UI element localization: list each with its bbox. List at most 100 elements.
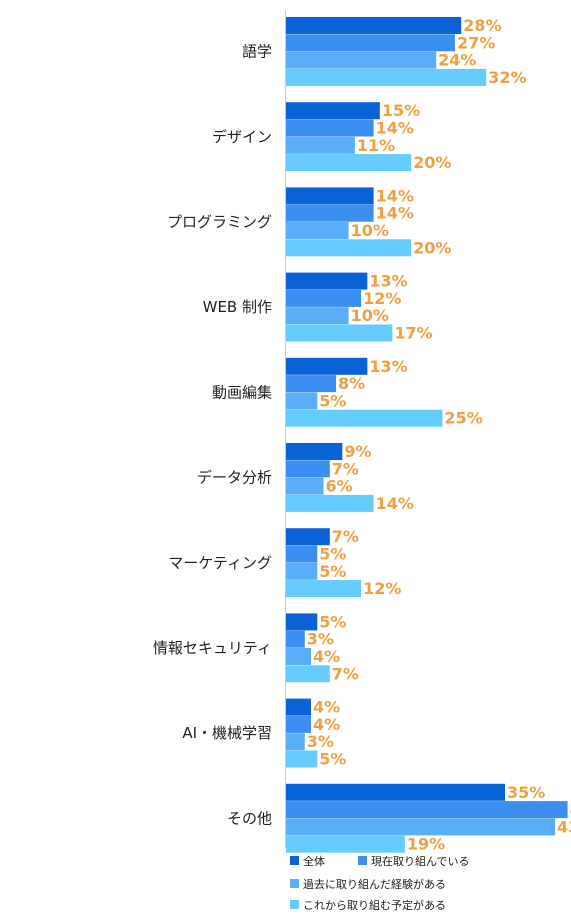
- bar: [286, 272, 368, 290]
- bar: [286, 375, 337, 393]
- bar: [286, 204, 374, 222]
- bar: [286, 477, 324, 495]
- bar: [286, 392, 318, 410]
- bar: [286, 409, 443, 427]
- data-label: 10%: [351, 306, 389, 325]
- category-label: マーケティング: [168, 554, 272, 572]
- data-label: 25%: [444, 409, 482, 428]
- data-label: 20%: [413, 153, 451, 172]
- bar: [286, 528, 330, 546]
- data-label: 4%: [313, 715, 340, 734]
- category-label: 動画編集: [212, 383, 272, 401]
- category-label: AI・機械学習: [182, 724, 272, 742]
- data-label: 45%: [570, 800, 571, 819]
- bar: [286, 68, 487, 86]
- bar: [286, 222, 349, 239]
- legend-swatch: [290, 856, 299, 865]
- data-label: 3%: [307, 732, 334, 751]
- legend-entry: これから取り組む予定がある: [303, 898, 446, 912]
- data-label: 13%: [369, 272, 407, 291]
- data-label: 7%: [332, 527, 359, 546]
- bar: [286, 648, 312, 665]
- data-label: 3%: [307, 630, 334, 649]
- bar: [286, 545, 318, 563]
- data-label: 5%: [319, 612, 346, 631]
- data-label: 12%: [363, 289, 401, 308]
- data-label: 5%: [319, 545, 346, 564]
- data-label: 6%: [326, 477, 353, 496]
- data-label: 5%: [319, 391, 346, 410]
- data-label: 4%: [313, 698, 340, 717]
- bar: [286, 835, 405, 853]
- data-label: 10%: [351, 221, 389, 240]
- bar: [286, 357, 368, 375]
- bar: [286, 818, 556, 836]
- bar: [286, 119, 374, 137]
- category-label: その他: [227, 809, 272, 827]
- bar: [286, 154, 412, 172]
- data-label: 4%: [313, 647, 340, 666]
- bar: [286, 801, 568, 819]
- bar: [286, 239, 412, 257]
- bar: [286, 307, 349, 325]
- legend-entry: 過去に取り組んだ経験がある: [303, 877, 446, 891]
- bar: [286, 51, 437, 69]
- category-label: WEB 制作: [203, 298, 272, 316]
- legend-swatch: [290, 879, 299, 888]
- bar: [286, 733, 305, 751]
- data-label: 32%: [488, 68, 526, 87]
- data-label: 15%: [382, 101, 420, 120]
- bar: [286, 17, 462, 34]
- category-label: プログラミング: [167, 213, 272, 231]
- bar: [286, 750, 318, 768]
- bar: [286, 665, 330, 683]
- data-label: 14%: [376, 119, 414, 138]
- data-label: 7%: [332, 664, 359, 683]
- bar: [286, 289, 362, 307]
- bar: [286, 698, 312, 716]
- bar: [286, 136, 355, 154]
- category-label: データ分析: [197, 469, 272, 487]
- data-label: 7%: [332, 459, 359, 478]
- data-label: 20%: [413, 238, 451, 257]
- data-label: 11%: [357, 136, 395, 155]
- data-label: 13%: [369, 357, 407, 376]
- bar: [286, 494, 374, 512]
- bars: [286, 17, 568, 853]
- bar: [286, 580, 362, 598]
- bar: [286, 102, 380, 120]
- bar: [286, 630, 305, 648]
- bar: [286, 460, 330, 478]
- data-label: 9%: [344, 442, 371, 461]
- data-label: 5%: [319, 750, 346, 769]
- legend-entry: 現在取り組んでいる: [371, 855, 469, 868]
- bar: [286, 187, 374, 205]
- category-label: 語学: [242, 43, 272, 61]
- data-label: 8%: [338, 374, 365, 393]
- legend-swatch: [358, 856, 367, 865]
- bar: [286, 324, 393, 342]
- data-label: 5%: [319, 562, 346, 581]
- value-labels: 28%27%24%32%15%14%11%20%14%14%10%20%13%1…: [307, 16, 571, 854]
- data-label: 43%: [557, 817, 571, 836]
- data-label: 27%: [457, 33, 495, 52]
- bar: [286, 562, 318, 580]
- bar: [286, 783, 505, 801]
- data-label: 14%: [376, 204, 414, 223]
- bar: [286, 715, 312, 733]
- data-label: 24%: [438, 51, 476, 70]
- bar: [286, 34, 455, 52]
- data-label: 12%: [363, 579, 401, 598]
- data-label: 19%: [407, 835, 445, 854]
- category-label: デザイン: [212, 128, 272, 146]
- data-label: 14%: [376, 494, 414, 513]
- data-label: 14%: [376, 186, 414, 205]
- category-label: 情報セキュリティ: [153, 639, 272, 657]
- data-label: 35%: [507, 783, 545, 802]
- legend-swatch: [290, 900, 299, 909]
- data-label: 28%: [463, 16, 501, 35]
- data-label: 17%: [394, 324, 432, 343]
